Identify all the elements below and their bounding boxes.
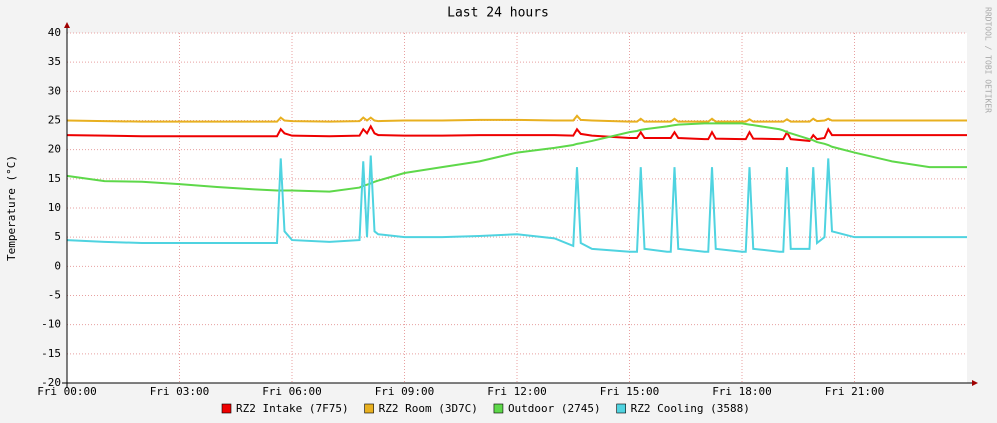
y-tick-label: 5 <box>54 230 61 243</box>
series-line <box>66 114 967 123</box>
x-tick-label: Fri 12:00 <box>487 385 547 398</box>
y-tick-label: -15 <box>41 347 61 360</box>
legend: RZ2 Intake (7F75) RZ2 Room (3D7C) Outdoor … <box>221 402 750 415</box>
y-tick-label: -5 <box>48 289 61 302</box>
legend-label: Outdoor (2745) <box>508 402 601 415</box>
series-line <box>66 124 967 142</box>
watermark: RRDTOOL / TOBI OETIKER <box>984 7 993 113</box>
chart-title: Last 24 hours <box>447 6 549 21</box>
y-axis-label: Temperature (°C) <box>5 155 18 261</box>
x-tick-label: Fri 21:00 <box>825 385 885 398</box>
y-tick-label: 25 <box>48 114 61 127</box>
legend-label: RZ2 Cooling (3588) <box>631 402 750 415</box>
x-tick-label: Fri 09:00 <box>375 385 435 398</box>
y-tick-label: 15 <box>48 172 61 185</box>
series-line <box>66 155 967 253</box>
legend-label: RZ2 Room (3D7C) <box>379 402 478 415</box>
legend-swatch <box>616 403 626 414</box>
y-arrow <box>64 22 70 28</box>
y-tick-label: 30 <box>48 84 61 97</box>
x-arrow <box>972 380 978 386</box>
y-tick-label: 20 <box>48 143 61 156</box>
y-tick-label: 0 <box>54 259 61 272</box>
y-tick-label: -20 <box>41 376 61 389</box>
y-tick-label: 35 <box>48 55 61 68</box>
legend-swatch <box>221 403 232 414</box>
legend-label: RZ2 Intake (7F75) <box>236 402 349 415</box>
y-tick-label: -10 <box>41 318 61 331</box>
x-tick-label: Fri 15:00 <box>600 385 660 398</box>
legend-swatch <box>364 403 374 414</box>
x-tick-label: Fri 18:00 <box>712 385 772 398</box>
series-line <box>66 122 967 193</box>
x-tick-label: Fri 06:00 <box>262 385 322 398</box>
lines <box>66 114 967 253</box>
x-tick-label: Fri 00:00 <box>37 385 97 398</box>
y-tick-label: 40 <box>48 26 61 39</box>
y-tick-label: 10 <box>48 201 61 214</box>
x-tick-label: Fri 03:00 <box>150 385 210 398</box>
legend-swatch <box>493 403 504 414</box>
